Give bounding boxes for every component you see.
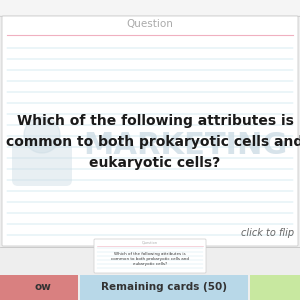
FancyBboxPatch shape xyxy=(2,16,298,246)
Circle shape xyxy=(24,117,60,153)
Text: Question: Question xyxy=(142,240,158,244)
Text: MARKETING: MARKETING xyxy=(83,130,287,160)
FancyBboxPatch shape xyxy=(12,139,72,186)
Bar xyxy=(0,0,300,15)
Text: Remaining cards (50): Remaining cards (50) xyxy=(101,283,227,292)
Text: Which of the following attributes is
common to both prokaryotic cells and
eukary: Which of the following attributes is com… xyxy=(111,252,189,266)
FancyBboxPatch shape xyxy=(94,239,206,273)
Text: ow: ow xyxy=(34,283,51,292)
Bar xyxy=(0,275,78,300)
Bar xyxy=(80,275,248,300)
Text: Question: Question xyxy=(127,19,173,29)
Text: Which of the following attributes is
common to both prokaryotic cells and
eukary: Which of the following attributes is com… xyxy=(6,114,300,169)
Bar xyxy=(250,275,300,300)
Text: click to flip: click to flip xyxy=(241,228,294,238)
